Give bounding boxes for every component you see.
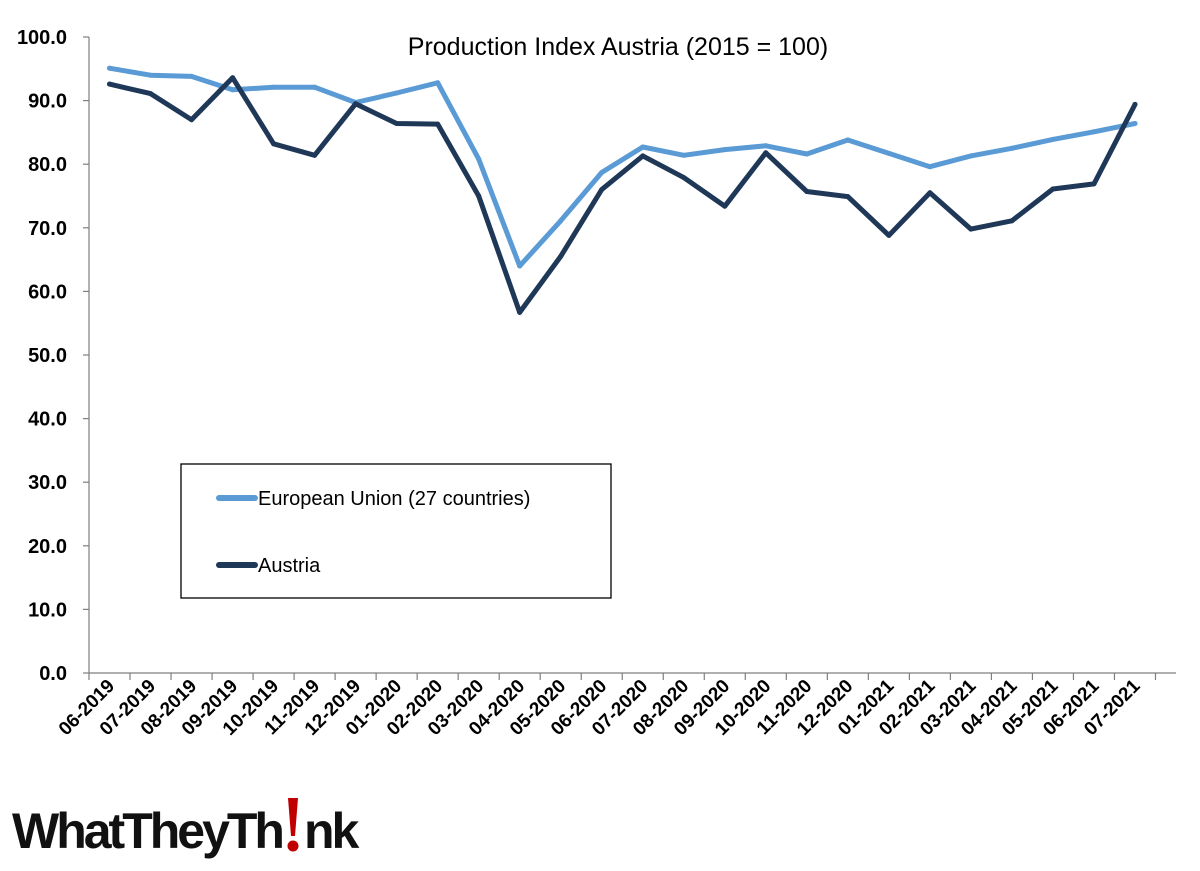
data-point-austria (927, 190, 933, 196)
data-point-eu (558, 218, 564, 224)
data-point-austria (148, 91, 153, 97)
data-point-eu (968, 153, 974, 159)
data-point-austria (681, 175, 687, 181)
data-point-austria (517, 309, 523, 315)
data-point-eu (845, 137, 851, 143)
data-point-austria (845, 194, 851, 200)
data-point-austria (394, 121, 400, 126)
data-point-eu (927, 164, 933, 170)
data-point-eu (189, 73, 194, 79)
logo-exclamation-icon (282, 798, 304, 852)
data-point-austria (312, 152, 318, 158)
y-tick-label: 60.0 (28, 281, 67, 303)
data-point-austria (1050, 186, 1056, 192)
data-point-austria (1091, 181, 1097, 187)
x-axis-ticks: 06-201907-201908-201909-201910-201911-20… (55, 673, 1157, 740)
logo-wordmark: WhatTheyTh nk (12, 798, 359, 859)
data-point-eu (681, 152, 687, 158)
data-point-eu (599, 170, 605, 175)
chart-legend: European Union (27 countries) Austria (180, 463, 612, 599)
legend-box (180, 463, 612, 599)
data-point-austria (886, 232, 892, 238)
y-tick-label: 20.0 (28, 536, 67, 558)
data-point-austria (968, 226, 974, 232)
data-point-austria (230, 75, 236, 81)
data-point-austria (476, 193, 482, 199)
data-point-austria (353, 101, 359, 107)
data-point-eu (640, 144, 646, 150)
y-axis-ticks: 0.0 10.0 20.0 30.0 40.0 50.0 60.0 70.0 80.0 90.0 1… (17, 27, 89, 685)
legend-label-austria: Austria (258, 555, 321, 577)
data-point-austria (763, 150, 769, 156)
data-point-eu (886, 150, 892, 156)
data-point-austria (107, 81, 112, 87)
data-point-eu (722, 147, 728, 153)
data-point-eu (1091, 129, 1097, 135)
data-point-eu (1050, 136, 1056, 142)
data-point-austria (1009, 218, 1015, 224)
data-point-austria (189, 117, 194, 123)
data-point-eu (763, 143, 769, 149)
data-point-eu (1132, 121, 1138, 126)
logo-text-before: WhatTheyTh (12, 803, 285, 859)
data-point-eu (435, 80, 441, 86)
logo-text-after: nk (303, 803, 359, 859)
chart-series (107, 65, 1138, 315)
data-point-austria (271, 141, 277, 147)
y-tick-label: 100.0 (17, 27, 67, 49)
y-tick-label: 10.0 (28, 599, 67, 621)
y-tick-label: 70.0 (28, 218, 67, 240)
data-point-austria (1132, 101, 1138, 107)
data-point-eu (107, 65, 112, 71)
data-point-eu (476, 156, 482, 162)
data-point-austria (804, 189, 810, 194)
data-point-austria (435, 121, 441, 127)
chart-title: Production Index Austria (2015 = 100) (408, 33, 828, 61)
data-point-eu (230, 87, 236, 93)
data-point-eu (271, 84, 277, 90)
data-point-eu (804, 151, 810, 157)
data-point-eu (517, 263, 523, 269)
y-tick-label: 80.0 (28, 154, 67, 176)
series-line-eu (107, 65, 1138, 269)
data-point-austria (558, 253, 564, 259)
y-tick-label: 40.0 (28, 409, 67, 431)
data-point-eu (394, 90, 400, 96)
data-point-austria (722, 203, 728, 209)
y-tick-label: 90.0 (28, 91, 67, 113)
legend-label-eu: European Union (27 countries) (258, 488, 530, 510)
data-point-austria (599, 187, 605, 193)
y-tick-label: 30.0 (28, 472, 67, 494)
y-tick-label: 50.0 (28, 345, 67, 367)
data-point-austria (640, 153, 646, 159)
data-point-eu (312, 84, 318, 90)
y-tick-label: 0.0 (39, 663, 67, 685)
series-line-austria (107, 75, 1138, 315)
data-point-eu (148, 72, 153, 78)
data-point-eu (1009, 145, 1015, 151)
